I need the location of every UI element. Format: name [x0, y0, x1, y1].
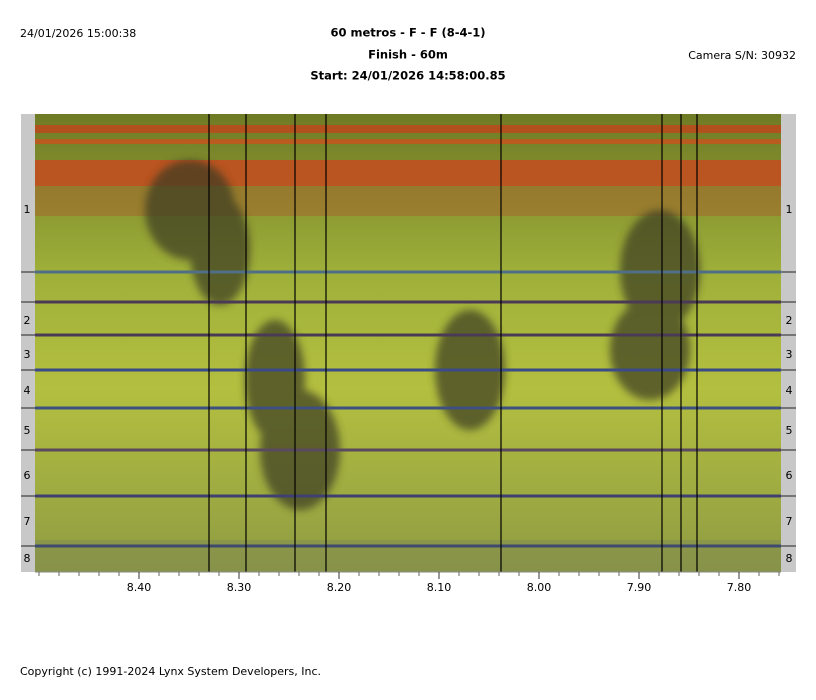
time-tick-label: 7.80	[727, 581, 752, 594]
time-tick-label: 8.00	[527, 581, 552, 594]
camera-serial: Camera S/N: 30932	[688, 49, 796, 62]
lane-label: 6	[786, 469, 793, 482]
lane-label: 1	[24, 203, 31, 216]
time-tick-label: 7.90	[627, 581, 652, 594]
lane-label: 8	[24, 552, 31, 565]
lane-label: 4	[786, 384, 793, 397]
time-tick-label: 8.30	[227, 581, 252, 594]
left-strip	[21, 114, 35, 572]
lane-label: 7	[786, 515, 793, 528]
photo-image	[35, 114, 781, 572]
timestamp: 24/01/2026 15:00:38	[20, 27, 136, 40]
lane-label: 7	[24, 515, 31, 528]
time-tick-label: 8.40	[127, 581, 152, 594]
lane-label: 5	[24, 424, 31, 437]
start-time: Start: 24/01/2026 14:58:00.85	[310, 69, 505, 83]
lane-label: 3	[786, 348, 793, 361]
copyright: Copyright (c) 1991-2024 Lynx System Deve…	[20, 665, 321, 678]
lane-label: 4	[24, 384, 31, 397]
lane-label: 1	[786, 203, 793, 216]
time-tick-label: 8.10	[427, 581, 452, 594]
lane-label: 2	[24, 314, 31, 327]
lane-label: 5	[786, 424, 793, 437]
subtitle: Finish - 60m	[368, 48, 448, 62]
lane-label: 8	[786, 552, 793, 565]
lane-label: 2	[786, 314, 793, 327]
right-strip	[781, 114, 796, 572]
lane-label: 3	[24, 348, 31, 361]
title: 60 metros - F - F (8-4-1)	[330, 26, 485, 40]
lane-label: 6	[24, 469, 31, 482]
time-tick-label: 8.20	[327, 581, 352, 594]
